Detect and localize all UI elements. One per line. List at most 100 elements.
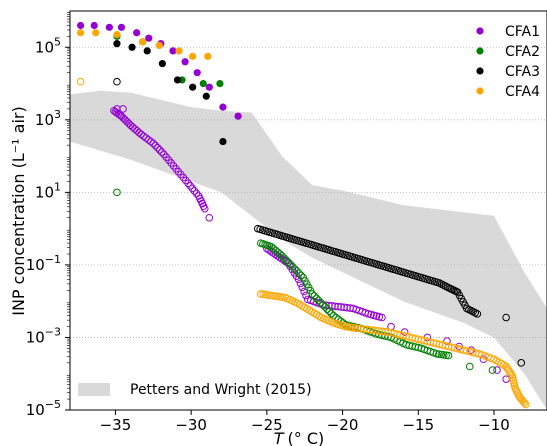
plot-frame <box>69 10 547 411</box>
point-open <box>290 265 299 273</box>
point-filled <box>219 103 227 111</box>
point-open <box>264 291 272 299</box>
point-filled <box>202 92 210 100</box>
point-filled <box>181 58 189 66</box>
point-open <box>308 290 317 298</box>
point-open <box>139 132 148 140</box>
point-open <box>280 254 288 262</box>
point-open <box>314 296 323 305</box>
point-open <box>276 250 284 258</box>
point-open <box>378 313 386 322</box>
point-open <box>473 310 482 318</box>
point-open <box>522 400 530 409</box>
point-open <box>323 305 331 313</box>
point-filled <box>145 34 153 42</box>
point-open <box>293 267 301 275</box>
point-open <box>147 137 155 146</box>
point-open <box>520 399 529 407</box>
point-open <box>346 323 355 332</box>
point-filled <box>113 40 121 48</box>
point-filled <box>77 29 85 37</box>
y-tick-label: 10−3 <box>26 325 61 346</box>
point-open <box>153 143 162 152</box>
point-open <box>284 258 293 267</box>
series-cfa4 <box>76 29 530 409</box>
point-filled <box>189 83 197 91</box>
point-filled <box>117 23 126 31</box>
legend: CFA1 CFA2 CFA3 CFA4 <box>476 24 540 100</box>
point-filled <box>158 59 166 68</box>
point-open <box>507 369 515 378</box>
point-open <box>190 187 199 195</box>
point-filled <box>216 79 224 88</box>
point-open <box>312 294 321 303</box>
tick-layer: 10−5 10−3 10−1 101 103 105 −35 −30 −25 −20 −15 −10 <box>26 12 510 434</box>
x-tick-label: −30 <box>175 416 207 434</box>
point-open <box>488 366 497 374</box>
point-open <box>184 179 192 188</box>
point-filled <box>113 30 121 39</box>
point-open <box>442 351 450 360</box>
point-open <box>137 130 145 139</box>
point-open <box>257 290 265 298</box>
point-filled <box>155 41 163 50</box>
point-open <box>288 262 297 271</box>
series-layer <box>76 21 530 409</box>
point-filled <box>189 52 197 60</box>
point-open <box>439 351 448 359</box>
point-open <box>286 260 295 269</box>
point-open <box>259 290 268 299</box>
point-open <box>349 323 357 332</box>
point-open <box>351 324 360 332</box>
legend-label-cfa2: CFA2 <box>505 44 540 60</box>
x-axis-label: T (° C) <box>274 429 325 446</box>
point-open <box>157 148 166 156</box>
point-open <box>295 269 303 278</box>
point-open <box>113 188 121 197</box>
band-legend: Petters and Wright (2015) <box>78 382 312 398</box>
point-open <box>186 182 195 190</box>
x-tick-label: −15 <box>402 416 434 434</box>
series-cfa3 <box>113 40 526 367</box>
legend-label-cfa3: CFA3 <box>505 64 540 80</box>
point-filled <box>204 52 212 60</box>
y-tick-label: 10−5 <box>26 398 61 419</box>
legend-marker-cfa2 <box>476 47 484 55</box>
point-open <box>269 291 277 300</box>
point-open <box>155 146 164 154</box>
point-filled <box>92 29 100 37</box>
point-filled <box>219 137 227 146</box>
y-tick-label: 105 <box>35 35 61 56</box>
y-tick-label: 101 <box>35 180 61 201</box>
point-open <box>465 362 474 371</box>
point-open <box>278 293 287 301</box>
point-open <box>310 292 319 300</box>
point-open <box>119 105 127 113</box>
point-open <box>271 292 280 300</box>
legend-marker-cfa3 <box>476 67 484 75</box>
point-open <box>517 359 526 367</box>
x-tick-label: −20 <box>327 416 359 434</box>
point-open <box>444 351 453 360</box>
point-filled <box>234 112 242 120</box>
point-filled <box>133 29 141 37</box>
point-open <box>344 323 352 331</box>
point-filled <box>77 21 85 30</box>
legend-marker-cfa1 <box>476 27 484 35</box>
y-tick-label: 10−1 <box>26 253 61 274</box>
point-open <box>113 77 121 86</box>
point-filled <box>199 79 207 88</box>
legend-label-cfa1: CFA1 <box>505 24 540 40</box>
point-open <box>437 350 446 359</box>
legend-marker-cfa4 <box>476 87 484 95</box>
point-filled <box>143 47 151 55</box>
point-open <box>142 134 150 142</box>
x-tick-label: −35 <box>100 416 132 434</box>
point-open <box>327 309 336 318</box>
point-open <box>135 128 143 137</box>
point-open <box>443 337 451 345</box>
point-open <box>325 307 334 316</box>
point-open <box>502 313 510 322</box>
point-open <box>297 271 305 280</box>
